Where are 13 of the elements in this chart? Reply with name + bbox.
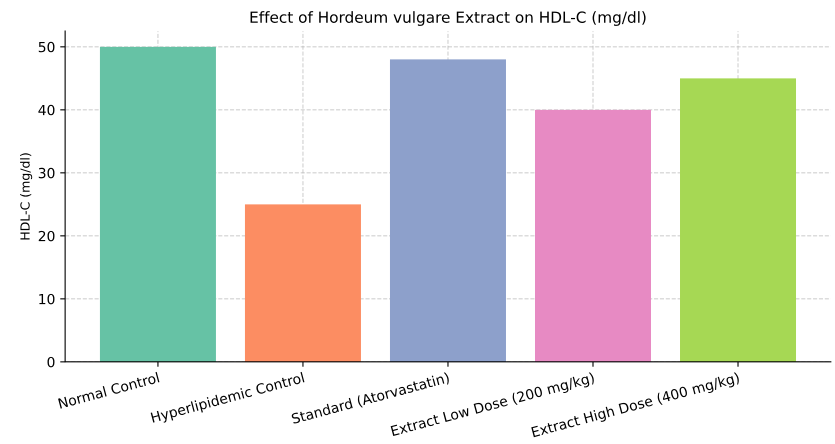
bar [244,204,361,362]
y-tick-label: 0 [47,356,54,368]
y-tick-label: 50 [38,42,54,52]
y-axis-title: HDL-C (mg/dl) [20,153,32,240]
y-tick-label: 40 [38,104,54,116]
bar [390,59,506,362]
bar [680,78,796,362]
y-tick-label: 30 [38,168,54,178]
bar [534,110,652,362]
y-tick-label: 20 [38,230,54,242]
y-tick-label: 10 [39,294,54,304]
chart-title: Effect of Hordeum vulgare Extract on HDL-C (mg/dl) [250,11,646,26]
bar [100,46,216,362]
